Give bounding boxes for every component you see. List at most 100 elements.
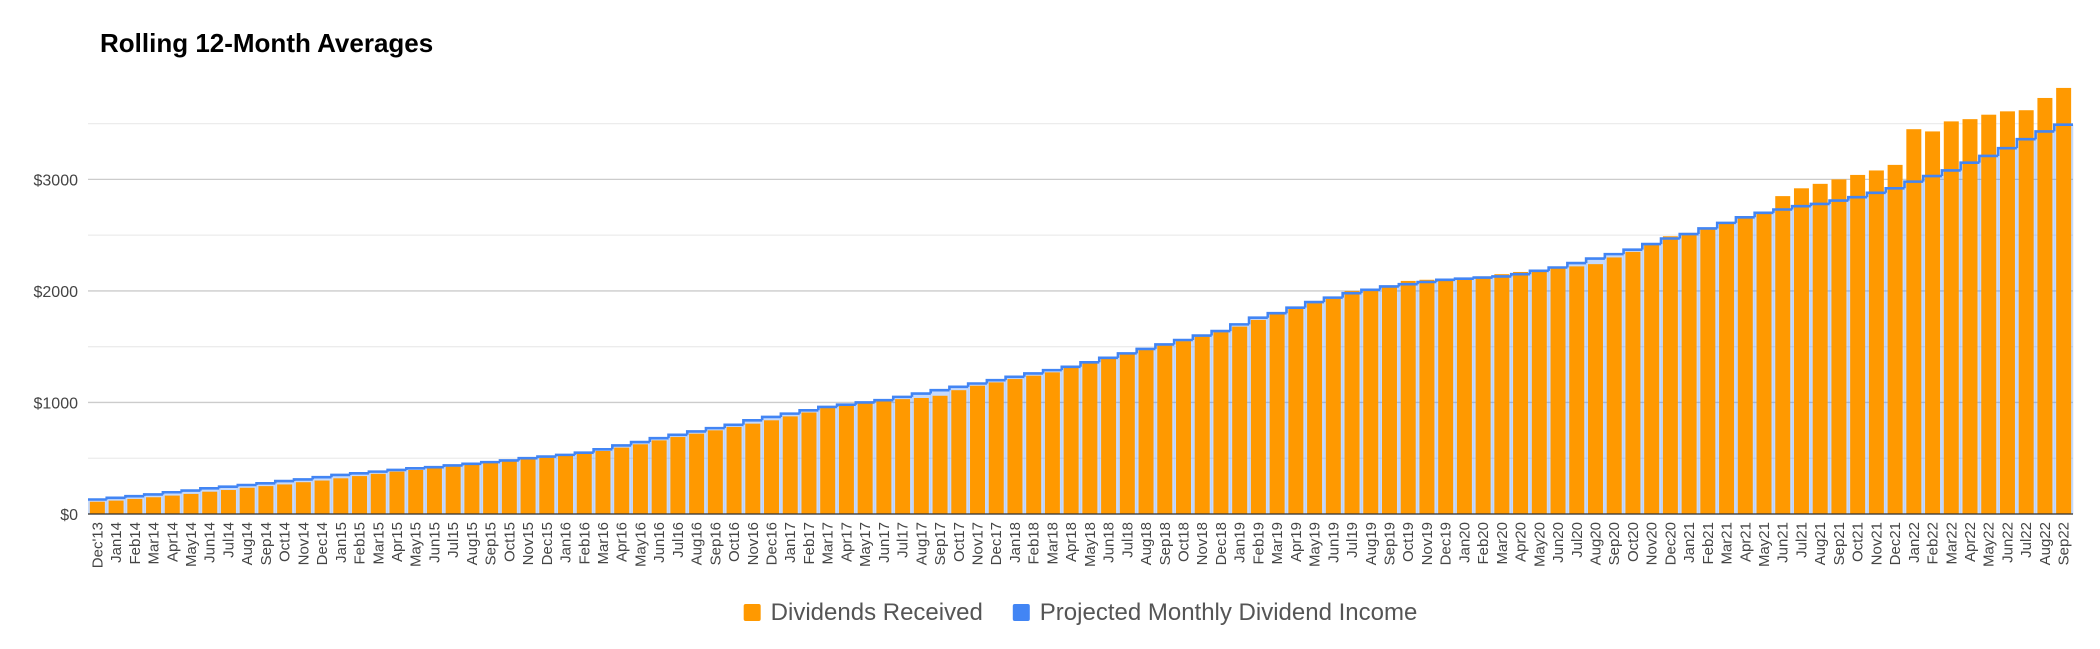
step-line xyxy=(948,385,969,391)
x-tick-label: Jul15 xyxy=(445,522,462,558)
step-line xyxy=(1266,311,1287,318)
bar xyxy=(932,395,948,514)
step-line xyxy=(742,419,763,425)
step-line xyxy=(2052,123,2073,132)
step-line xyxy=(2034,130,2055,140)
bar xyxy=(1775,196,1791,514)
step-line xyxy=(1453,277,1474,280)
step-line xyxy=(1978,154,1999,163)
x-tick-label: Aug18 xyxy=(1138,522,1155,565)
step-line xyxy=(1772,208,1793,213)
x-tick-label: Jul18 xyxy=(1119,522,1136,558)
bar xyxy=(1363,288,1379,514)
x-tick-label: Feb20 xyxy=(1475,522,1492,565)
step-line xyxy=(835,403,856,407)
x-tick-label: Apr15 xyxy=(389,522,406,562)
bar xyxy=(1344,290,1360,514)
bar xyxy=(1007,379,1023,514)
bar xyxy=(1082,363,1098,514)
y-tick-label: $3000 xyxy=(34,172,79,189)
bar xyxy=(1606,257,1622,514)
x-tick-label: Nov14 xyxy=(295,522,312,565)
step-line xyxy=(161,490,182,495)
bar xyxy=(614,447,630,514)
bar xyxy=(1943,121,1959,514)
bar xyxy=(2056,87,2072,514)
step-line xyxy=(554,453,575,457)
bar xyxy=(1381,286,1397,514)
x-tick-label: May18 xyxy=(1082,522,1099,567)
bar xyxy=(314,480,330,514)
bar xyxy=(782,416,798,514)
bar xyxy=(1232,326,1248,514)
x-tick-label: Oct15 xyxy=(501,522,518,562)
bar xyxy=(988,382,1004,514)
bar xyxy=(764,420,780,514)
bar xyxy=(576,453,592,514)
bar xyxy=(426,468,442,514)
x-tick-label: Feb22 xyxy=(1925,522,1942,565)
x-tick-label: Sep20 xyxy=(1606,522,1623,565)
step-line xyxy=(1566,261,1587,268)
bar xyxy=(726,427,742,514)
x-tick-label: Jun17 xyxy=(876,522,893,563)
step-line xyxy=(1734,216,1755,223)
bar xyxy=(1119,354,1135,514)
step-line xyxy=(1079,361,1100,367)
x-tick-label: Nov18 xyxy=(1194,522,1211,565)
x-tick-label: Dec20 xyxy=(1662,522,1679,565)
legend-label: Projected Monthly Dividend Income xyxy=(1040,599,1418,626)
step-line xyxy=(1472,276,1493,279)
step-line xyxy=(1959,161,1980,171)
step-line xyxy=(1697,227,1718,235)
x-tick-label: Jun22 xyxy=(1999,522,2016,563)
x-tick-label: Aug22 xyxy=(2037,522,2054,565)
x-tick-label: Jul20 xyxy=(1569,522,1586,558)
x-tick-label: Apr16 xyxy=(614,522,631,562)
bar xyxy=(370,473,386,514)
x-tick-label: Apr20 xyxy=(1513,522,1530,562)
chart-title: Rolling 12-Month Averages xyxy=(100,28,433,58)
bar xyxy=(1419,279,1435,514)
step-line xyxy=(817,405,838,411)
x-tick-label: Jun19 xyxy=(1325,522,1342,563)
x-tick-label: Mar18 xyxy=(1044,522,1061,565)
x-tick-label: May21 xyxy=(1756,522,1773,567)
bar xyxy=(1700,228,1716,514)
step-line xyxy=(1809,202,1830,207)
x-tick-label: Jan17 xyxy=(782,522,799,563)
step-line xyxy=(685,430,706,435)
step-line xyxy=(573,451,594,455)
x-tick-label: Dec14 xyxy=(314,522,331,565)
x-tick-label: May14 xyxy=(183,522,200,567)
x-tick-label: Aug16 xyxy=(689,522,706,565)
step-line xyxy=(1416,280,1437,285)
bar xyxy=(1999,111,2015,514)
step-line xyxy=(236,483,257,487)
bar xyxy=(1269,314,1285,514)
step-line xyxy=(1940,169,1961,177)
step-line xyxy=(498,459,519,463)
step-line xyxy=(1528,269,1549,275)
bar xyxy=(258,486,274,514)
step-line xyxy=(723,423,744,429)
step-line xyxy=(1753,211,1774,218)
step-line xyxy=(1322,296,1343,303)
step-line xyxy=(255,482,276,485)
bar xyxy=(483,462,499,514)
bar xyxy=(1550,267,1566,514)
x-tick-label: Feb17 xyxy=(801,522,818,565)
x-tick-label: Sep17 xyxy=(932,522,949,565)
step-line xyxy=(330,473,351,478)
step-line xyxy=(1303,300,1324,308)
bar xyxy=(689,433,705,514)
step-line xyxy=(985,378,1006,384)
step-line xyxy=(779,412,800,417)
bar xyxy=(1438,280,1454,514)
step-line xyxy=(517,456,538,461)
x-tick-label: Sep19 xyxy=(1381,522,1398,565)
x-tick-label: Nov15 xyxy=(520,522,537,565)
step-line xyxy=(1865,191,1886,198)
bar xyxy=(146,497,162,514)
bar xyxy=(1250,319,1266,514)
